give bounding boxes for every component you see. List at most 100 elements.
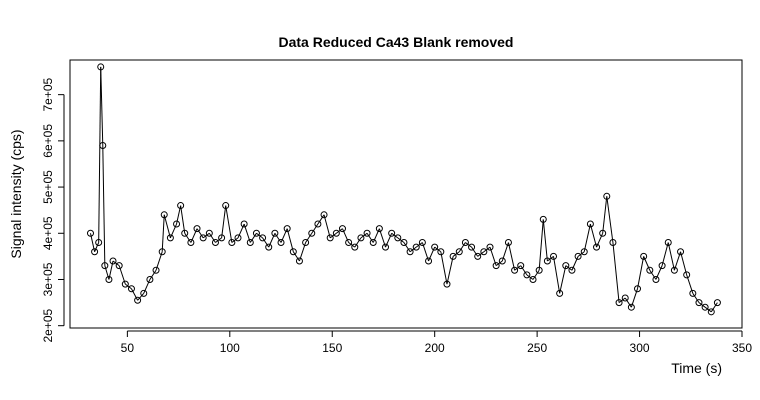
data-point [670,266,678,274]
series-line-segment [565,265,573,271]
data-point [627,303,635,311]
series-line-segment [231,237,239,243]
series-line-segment [553,256,561,294]
series-line-segment [163,214,171,239]
series-line-segment [311,223,319,234]
x-tick-label: 50 [121,341,135,355]
data-point [543,257,551,265]
data-point [523,271,531,279]
series-line-segment [495,260,503,267]
data-point [351,243,359,251]
series-line-segment [477,251,485,257]
data-point [498,257,506,265]
series-line-segment [403,242,411,253]
series-line-segment [112,260,120,267]
series-line-segment [471,246,479,257]
series-line-segment [125,283,132,290]
series-line-segment [286,228,294,252]
data-point [218,234,226,242]
series-line-segment [190,228,198,243]
series-line-segment [526,274,534,280]
series-line-segment [458,242,466,253]
series-line-segment [571,256,579,271]
data-point [707,308,715,316]
data-point [437,248,445,256]
series-line-segment [94,242,100,252]
y-tick-label: 7e+05 [41,77,55,111]
data-point [177,202,185,210]
data-point [400,239,408,247]
data-point [181,229,189,237]
series-line-segment [698,302,706,308]
data-point [658,262,666,270]
data-point [105,275,113,283]
series-line-segment [342,228,350,243]
data-point [121,280,129,288]
series-line-segment [149,269,157,280]
series-line-segment [143,279,151,294]
data-point [425,257,433,265]
data-point [539,215,547,223]
series-line-segment [348,242,356,248]
data-point [550,252,558,260]
data-point [109,257,117,265]
y-tick-label: 2e+05 [41,309,55,343]
data-point [418,239,426,247]
y-axis: 2e+05 3e+05 4e+05 5e+05 6e+05 7e+05 [41,77,65,343]
data-point [265,243,273,251]
data-point [127,285,135,293]
series-line-segment [280,228,288,243]
series-line-segment [237,223,245,239]
data-point [211,239,219,247]
data-point [97,63,105,71]
series-line-segment [655,265,663,280]
data-point [199,234,207,242]
data-point [277,239,285,247]
series-line-segment [184,233,192,243]
data-point [320,211,328,219]
x-tick-label: 250 [527,341,547,355]
data-point [134,296,142,304]
data-point [234,234,242,242]
data-point [259,234,267,242]
data-point [431,243,439,251]
series-line-segment [323,214,331,239]
data-point [556,289,564,297]
series-line-segment [372,228,380,243]
series-line-segment [559,265,567,294]
data-point [338,225,346,233]
series-line-segment [102,145,106,266]
series-line-segment [710,302,718,313]
data-point [173,220,181,228]
data-point [302,239,310,247]
data-point [443,280,451,288]
data-point [193,225,201,233]
x-axis-label: Time (s) [671,360,722,376]
series-lines [90,66,718,313]
data-point [593,243,601,251]
data-point [492,262,500,270]
series-line-segment [428,246,436,262]
data-point [580,248,588,256]
series-line-segment [249,233,257,243]
series-line-segment [202,232,210,239]
data-point [646,266,654,274]
data-point [271,229,279,237]
data-point [363,229,371,237]
data-point [91,248,99,256]
data-point [609,239,617,247]
series-line-segment [385,233,393,248]
series-line-segment [100,66,104,146]
data-point [95,239,103,247]
data-point [504,239,512,247]
data-point [314,220,322,228]
data-point [517,262,525,270]
y-tick-label: 4e+05 [41,216,55,250]
data-point [455,248,463,256]
data-point [615,299,623,307]
data-point [332,229,340,237]
series-line-segment [268,233,276,248]
data-point [382,243,390,251]
series-line-segment [649,269,657,280]
